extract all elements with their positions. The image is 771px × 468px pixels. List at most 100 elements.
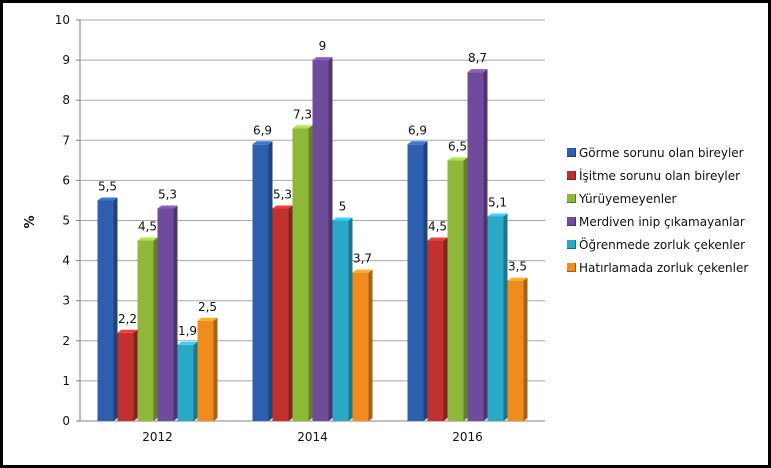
bar-top (407, 141, 428, 145)
bar-side (308, 125, 313, 422)
bar-top (447, 157, 468, 161)
data-label: 5,1 (488, 195, 507, 209)
bar-top (252, 141, 273, 145)
legend-item: Yürüyemeyenler (567, 187, 767, 210)
legend-swatch (567, 240, 576, 249)
bar-top (467, 69, 488, 73)
y-tick-label: 9 (62, 53, 70, 67)
y-tick-label: 2 (62, 334, 70, 348)
data-label: 1,9 (178, 324, 197, 338)
y-tick-label: 7 (62, 133, 70, 147)
data-label: 5,3 (158, 187, 177, 201)
bar-top (352, 269, 373, 273)
bar-top (507, 277, 528, 281)
data-label: 9 (319, 39, 327, 53)
legend-label: Yürüyemeyenler (579, 191, 677, 206)
bar (177, 344, 194, 421)
bar-side (423, 141, 428, 421)
bar-side (443, 237, 448, 421)
data-label: 3,7 (353, 252, 372, 266)
bar-top (137, 237, 158, 241)
data-label: 3,5 (508, 260, 527, 274)
data-label: 6,9 (408, 123, 427, 137)
bar (467, 72, 484, 421)
data-label: 8,7 (468, 51, 487, 65)
bar-side (268, 141, 273, 421)
legend-label: İşitme sorunu olan bireyler (579, 168, 741, 183)
y-tick-label: 8 (62, 93, 70, 107)
y-tick-label: 0 (62, 414, 70, 428)
bar-top (177, 341, 198, 345)
legend-item: Öğrenmede zorluk çekenler (567, 233, 767, 256)
bar-side (348, 217, 353, 421)
bar-side (463, 157, 468, 421)
legend-swatch (567, 263, 576, 272)
legend-swatch (567, 217, 576, 226)
data-label: 4,5 (138, 220, 157, 234)
bar-side (173, 205, 178, 421)
legend-swatch (567, 171, 576, 180)
x-tick-label: 2014 (297, 430, 328, 444)
y-tick-label: 5 (62, 214, 70, 228)
bar-top (272, 205, 293, 209)
bar (407, 144, 424, 421)
bar-side (523, 277, 528, 421)
bar (117, 332, 134, 421)
data-label: 2,2 (118, 312, 137, 326)
x-tick-label: 2016 (452, 430, 483, 444)
data-label: 5 (339, 200, 347, 214)
legend-label: Hatırlamada zorluk çekenler (579, 260, 749, 275)
legend-item: Görme sorunu olan bireyler (567, 141, 767, 164)
bar (272, 208, 289, 421)
legend-label: Görme sorunu olan bireyler (579, 145, 744, 160)
bar (447, 160, 464, 421)
bar-top (117, 329, 138, 333)
bar-side (288, 205, 293, 421)
data-label: 5,3 (273, 187, 292, 201)
bar-top (312, 57, 333, 61)
y-axis-label: % (23, 215, 38, 228)
bar (332, 220, 349, 421)
bar-side (213, 317, 218, 421)
bar-top (427, 237, 448, 241)
bar-side (133, 329, 138, 421)
bar (137, 240, 154, 421)
bar-top (292, 125, 313, 129)
bar-top (97, 197, 118, 201)
bar-side (503, 213, 508, 421)
bar (252, 144, 269, 421)
bar (427, 240, 444, 421)
legend-swatch (567, 148, 576, 157)
bar (312, 60, 329, 421)
bar (97, 200, 114, 421)
chart-legend: Görme sorunu olan bireyler İşitme sorunu … (567, 141, 767, 279)
data-label: 5,5 (98, 179, 117, 193)
bar (157, 208, 174, 421)
legend-swatch (567, 194, 576, 203)
x-tick-label: 2012 (142, 430, 173, 444)
bar (487, 216, 504, 421)
y-tick-label: 6 (62, 173, 70, 187)
y-tick-label: 3 (62, 294, 70, 308)
bar-side (153, 237, 158, 421)
data-label: 4,5 (428, 220, 447, 234)
data-label: 2,5 (198, 300, 217, 314)
bar (292, 128, 309, 421)
legend-label: Öğrenmede zorluk çekenler (579, 237, 746, 252)
data-label: 6,5 (448, 139, 467, 153)
bar-top (487, 213, 508, 217)
legend-item: Merdiven inip çıkamayanlar (567, 210, 767, 233)
legend-label: Merdiven inip çıkamayanlar (579, 214, 745, 229)
bar-top (157, 205, 178, 209)
y-tick-label: 10 (55, 13, 70, 27)
data-label: 6,9 (253, 123, 272, 137)
data-label: 7,3 (293, 107, 312, 121)
bar-side (328, 57, 333, 421)
legend-item: Hatırlamada zorluk çekenler (567, 256, 767, 279)
bar-side (483, 69, 488, 421)
bar-side (193, 341, 198, 421)
bar (352, 272, 369, 421)
bar-top (197, 317, 218, 321)
y-tick-label: 1 (62, 374, 70, 388)
